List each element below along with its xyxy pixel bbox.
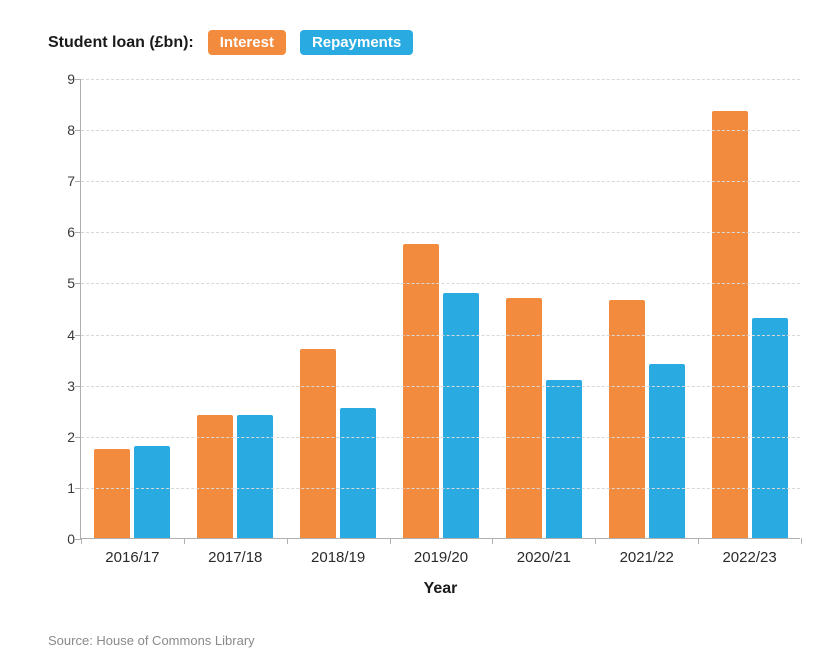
- y-tick-label: 2: [53, 429, 75, 445]
- y-tick-mark: [75, 181, 81, 182]
- y-tick-label: 6: [53, 224, 75, 240]
- bar-repayments: [752, 318, 788, 538]
- x-tick-mark: [390, 538, 391, 544]
- x-tick-mark: [595, 538, 596, 544]
- x-tick-label: 2022/23: [722, 549, 776, 566]
- grid-line: [81, 335, 800, 336]
- legend: Student loan (£bn): Interest Repayments: [48, 30, 810, 55]
- y-tick-label: 4: [53, 327, 75, 343]
- plot-area: Year 01234567892016/172017/182018/192019…: [80, 79, 800, 539]
- grid-line: [81, 79, 800, 80]
- bar-repayments: [546, 380, 582, 538]
- x-tick-mark: [184, 538, 185, 544]
- legend-item-repayments: Repayments: [300, 30, 413, 55]
- y-tick-mark: [75, 283, 81, 284]
- source-note: Source: House of Commons Library: [48, 633, 255, 648]
- legend-title: Student loan (£bn):: [48, 34, 194, 52]
- bar-repayments: [340, 408, 376, 538]
- y-tick-mark: [75, 79, 81, 80]
- y-tick-label: 5: [53, 275, 75, 291]
- x-tick-label: 2016/17: [105, 549, 159, 566]
- grid-line: [81, 232, 800, 233]
- bar-repayments: [443, 293, 479, 538]
- y-tick-mark: [75, 232, 81, 233]
- y-tick-mark: [75, 335, 81, 336]
- grid-line: [81, 283, 800, 284]
- y-tick-label: 3: [53, 378, 75, 394]
- bar-interest: [403, 244, 439, 538]
- y-tick-mark: [75, 437, 81, 438]
- y-tick-mark: [75, 488, 81, 489]
- bar-interest: [197, 415, 233, 538]
- x-tick-mark: [81, 538, 82, 544]
- x-tick-mark: [698, 538, 699, 544]
- x-tick-label: 2019/20: [414, 549, 468, 566]
- x-tick-label: 2018/19: [311, 549, 365, 566]
- y-tick-label: 8: [53, 122, 75, 138]
- chart: Year 01234567892016/172017/182018/192019…: [40, 79, 800, 579]
- legend-item-interest: Interest: [208, 30, 286, 55]
- y-tick-mark: [75, 130, 81, 131]
- x-tick-mark: [801, 538, 802, 544]
- y-tick-label: 1: [53, 480, 75, 496]
- grid-line: [81, 181, 800, 182]
- bar-repayments: [649, 364, 685, 538]
- y-tick-label: 7: [53, 173, 75, 189]
- grid-line: [81, 437, 800, 438]
- x-tick-label: 2017/18: [208, 549, 262, 566]
- bar-repayments: [134, 446, 170, 538]
- bar-interest: [712, 111, 748, 538]
- grid-line: [81, 130, 800, 131]
- y-tick-label: 9: [53, 71, 75, 87]
- bar-interest: [300, 349, 336, 538]
- x-tick-label: 2020/21: [517, 549, 571, 566]
- x-tick-mark: [287, 538, 288, 544]
- x-axis-title: Year: [424, 580, 458, 598]
- bars-layer: [81, 79, 800, 538]
- grid-line: [81, 488, 800, 489]
- y-tick-mark: [75, 386, 81, 387]
- y-tick-label: 0: [53, 531, 75, 547]
- x-tick-mark: [492, 538, 493, 544]
- grid-line: [81, 386, 800, 387]
- bar-interest: [609, 300, 645, 538]
- bar-interest: [94, 449, 130, 538]
- bar-repayments: [237, 415, 273, 538]
- x-tick-label: 2021/22: [620, 549, 674, 566]
